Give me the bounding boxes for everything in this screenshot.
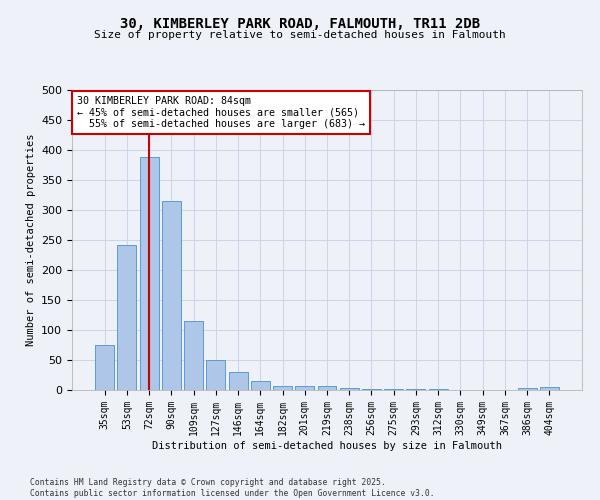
- Bar: [273, 386, 292, 390]
- Text: Contains HM Land Registry data © Crown copyright and database right 2025.
Contai: Contains HM Land Registry data © Crown c…: [30, 478, 434, 498]
- Bar: [362, 389, 381, 390]
- Text: Size of property relative to semi-detached houses in Falmouth: Size of property relative to semi-detach…: [94, 30, 506, 40]
- X-axis label: Distribution of semi-detached houses by size in Falmouth: Distribution of semi-detached houses by …: [152, 440, 502, 450]
- Text: 30 KIMBERLEY PARK ROAD: 84sqm
← 45% of semi-detached houses are smaller (565)
  : 30 KIMBERLEY PARK ROAD: 84sqm ← 45% of s…: [77, 96, 365, 129]
- Bar: [184, 321, 203, 390]
- Bar: [95, 345, 114, 390]
- Bar: [540, 387, 559, 390]
- Bar: [162, 201, 181, 390]
- Bar: [340, 388, 359, 390]
- Bar: [229, 372, 248, 390]
- Bar: [251, 381, 270, 390]
- Bar: [118, 245, 136, 390]
- Bar: [206, 360, 225, 390]
- Bar: [295, 386, 314, 390]
- Y-axis label: Number of semi-detached properties: Number of semi-detached properties: [26, 134, 35, 346]
- Bar: [140, 157, 158, 390]
- Bar: [384, 389, 403, 390]
- Bar: [317, 386, 337, 390]
- Text: 30, KIMBERLEY PARK ROAD, FALMOUTH, TR11 2DB: 30, KIMBERLEY PARK ROAD, FALMOUTH, TR11 …: [120, 18, 480, 32]
- Bar: [518, 388, 536, 390]
